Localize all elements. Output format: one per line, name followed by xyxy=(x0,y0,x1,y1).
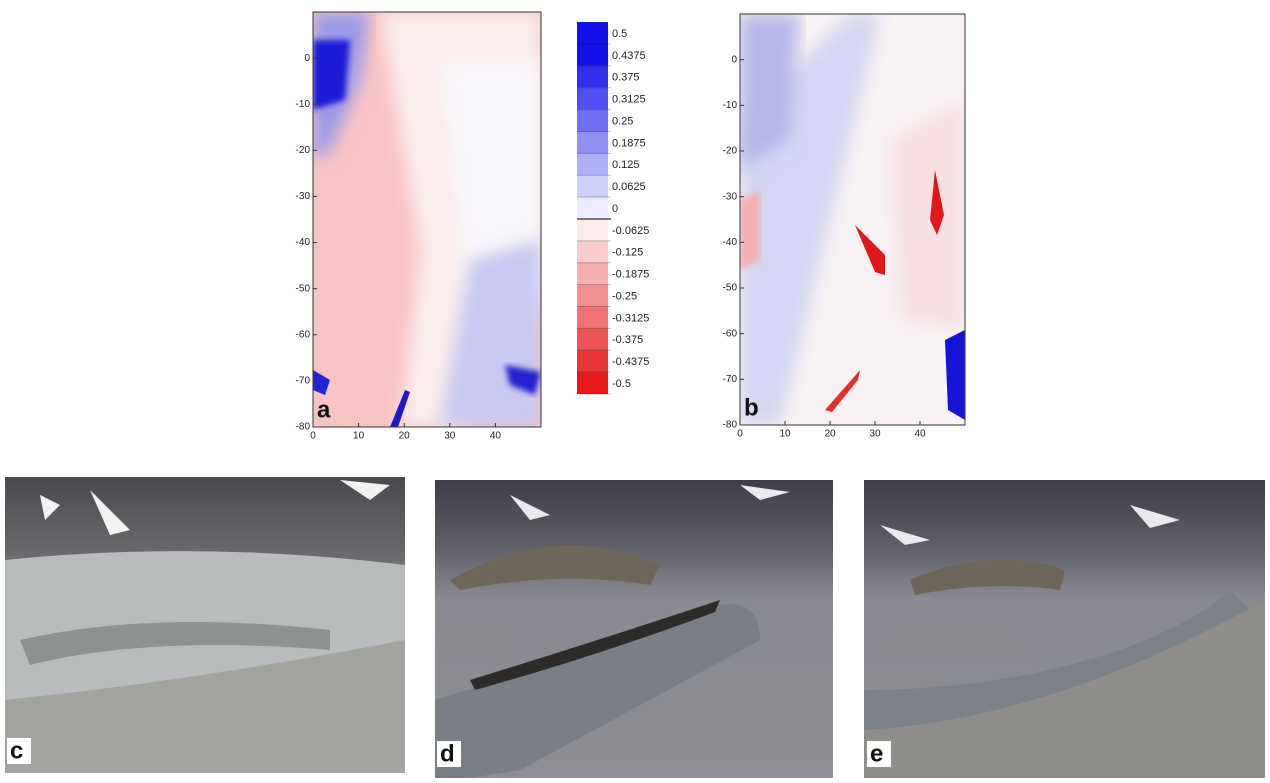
y-tick-label: -10 xyxy=(723,100,738,111)
colorbar-label: -0.3125 xyxy=(612,312,649,324)
colorbar-band xyxy=(577,285,608,307)
y-tick-label: -40 xyxy=(296,237,311,248)
colorbar-band xyxy=(577,263,608,285)
colorbar-band xyxy=(577,328,608,350)
x-tick-label: 0 xyxy=(310,431,316,442)
colorbar-band xyxy=(577,372,608,394)
colorbar-band xyxy=(577,241,608,263)
panel-letter: e xyxy=(870,740,883,767)
colorbar-band xyxy=(577,307,608,329)
y-tick-label: -10 xyxy=(296,99,311,110)
y-tick-label: -20 xyxy=(723,146,738,157)
x-tick-label: 20 xyxy=(824,429,836,440)
colorbar-band xyxy=(577,44,608,66)
colorbar-band xyxy=(577,175,608,197)
colorbar-label: -0.0625 xyxy=(612,225,649,237)
colorbar-label: -0.375 xyxy=(612,334,643,346)
colorbar-label: -0.1875 xyxy=(612,269,649,281)
y-tick-label: -20 xyxy=(296,145,311,156)
photo-e xyxy=(864,480,1265,778)
photo-d xyxy=(435,480,833,778)
map-b-image xyxy=(740,14,965,425)
colorbar-band xyxy=(577,350,608,372)
panel-letter: d xyxy=(440,740,455,767)
colorbar-label: 0.1875 xyxy=(612,137,646,149)
x-tick-label: 10 xyxy=(353,431,365,442)
colorbar-label: 0.3125 xyxy=(612,94,646,106)
y-tick-label: -70 xyxy=(296,376,311,387)
panel-letter: a xyxy=(317,396,331,423)
colorbar-label: -0.4375 xyxy=(612,356,649,368)
colorbar-band xyxy=(577,110,608,132)
colorbar-label: -0.5 xyxy=(612,378,631,390)
colorbar-label: 0.125 xyxy=(612,159,640,171)
y-tick-label: -40 xyxy=(723,237,738,248)
x-tick-label: 40 xyxy=(490,431,502,442)
x-tick-label: 10 xyxy=(779,429,791,440)
colorbar-band xyxy=(577,219,608,241)
x-tick-label: 20 xyxy=(399,431,411,442)
y-tick-label: 0 xyxy=(731,54,737,65)
y-tick-label: -50 xyxy=(296,283,311,294)
colorbar-band xyxy=(577,132,608,154)
x-tick-label: 30 xyxy=(869,429,881,440)
y-tick-label: -80 xyxy=(296,422,311,433)
colorbar-label: 0 xyxy=(612,203,618,215)
y-tick-label: -70 xyxy=(723,374,738,385)
colorbar-label: 0.25 xyxy=(612,115,633,127)
x-tick-label: 0 xyxy=(737,429,743,440)
colorbar-cap xyxy=(577,22,608,44)
colorbar-band xyxy=(577,88,608,110)
colorbar-label: -0.125 xyxy=(612,247,643,259)
y-tick-label: -30 xyxy=(723,191,738,202)
colorbar-band xyxy=(577,153,608,175)
map-a-image xyxy=(313,12,541,427)
x-tick-label: 40 xyxy=(914,429,926,440)
figure: 0102030400-10-20-30-40-50-60-70-80a01020… xyxy=(0,0,1270,778)
y-tick-label: -30 xyxy=(296,191,311,202)
x-tick-label: 30 xyxy=(444,431,456,442)
colorbar-band xyxy=(577,66,608,88)
y-tick-label: -60 xyxy=(723,328,738,339)
colorbar-label: -0.25 xyxy=(612,290,637,302)
colorbar-label: 0.0625 xyxy=(612,181,646,193)
panel-letter: b xyxy=(744,394,759,421)
photo-c xyxy=(5,477,405,773)
y-tick-label: -80 xyxy=(723,420,738,431)
colorbar-label: 0.4375 xyxy=(612,50,646,62)
y-tick-label: 0 xyxy=(304,53,310,64)
colorbar-label: 0.5 xyxy=(612,28,627,40)
panel-letter: c xyxy=(10,737,23,764)
y-tick-label: -50 xyxy=(723,283,738,294)
colorbar-band xyxy=(577,197,608,219)
colorbar-label: 0.375 xyxy=(612,72,640,84)
y-tick-label: -60 xyxy=(296,329,311,340)
